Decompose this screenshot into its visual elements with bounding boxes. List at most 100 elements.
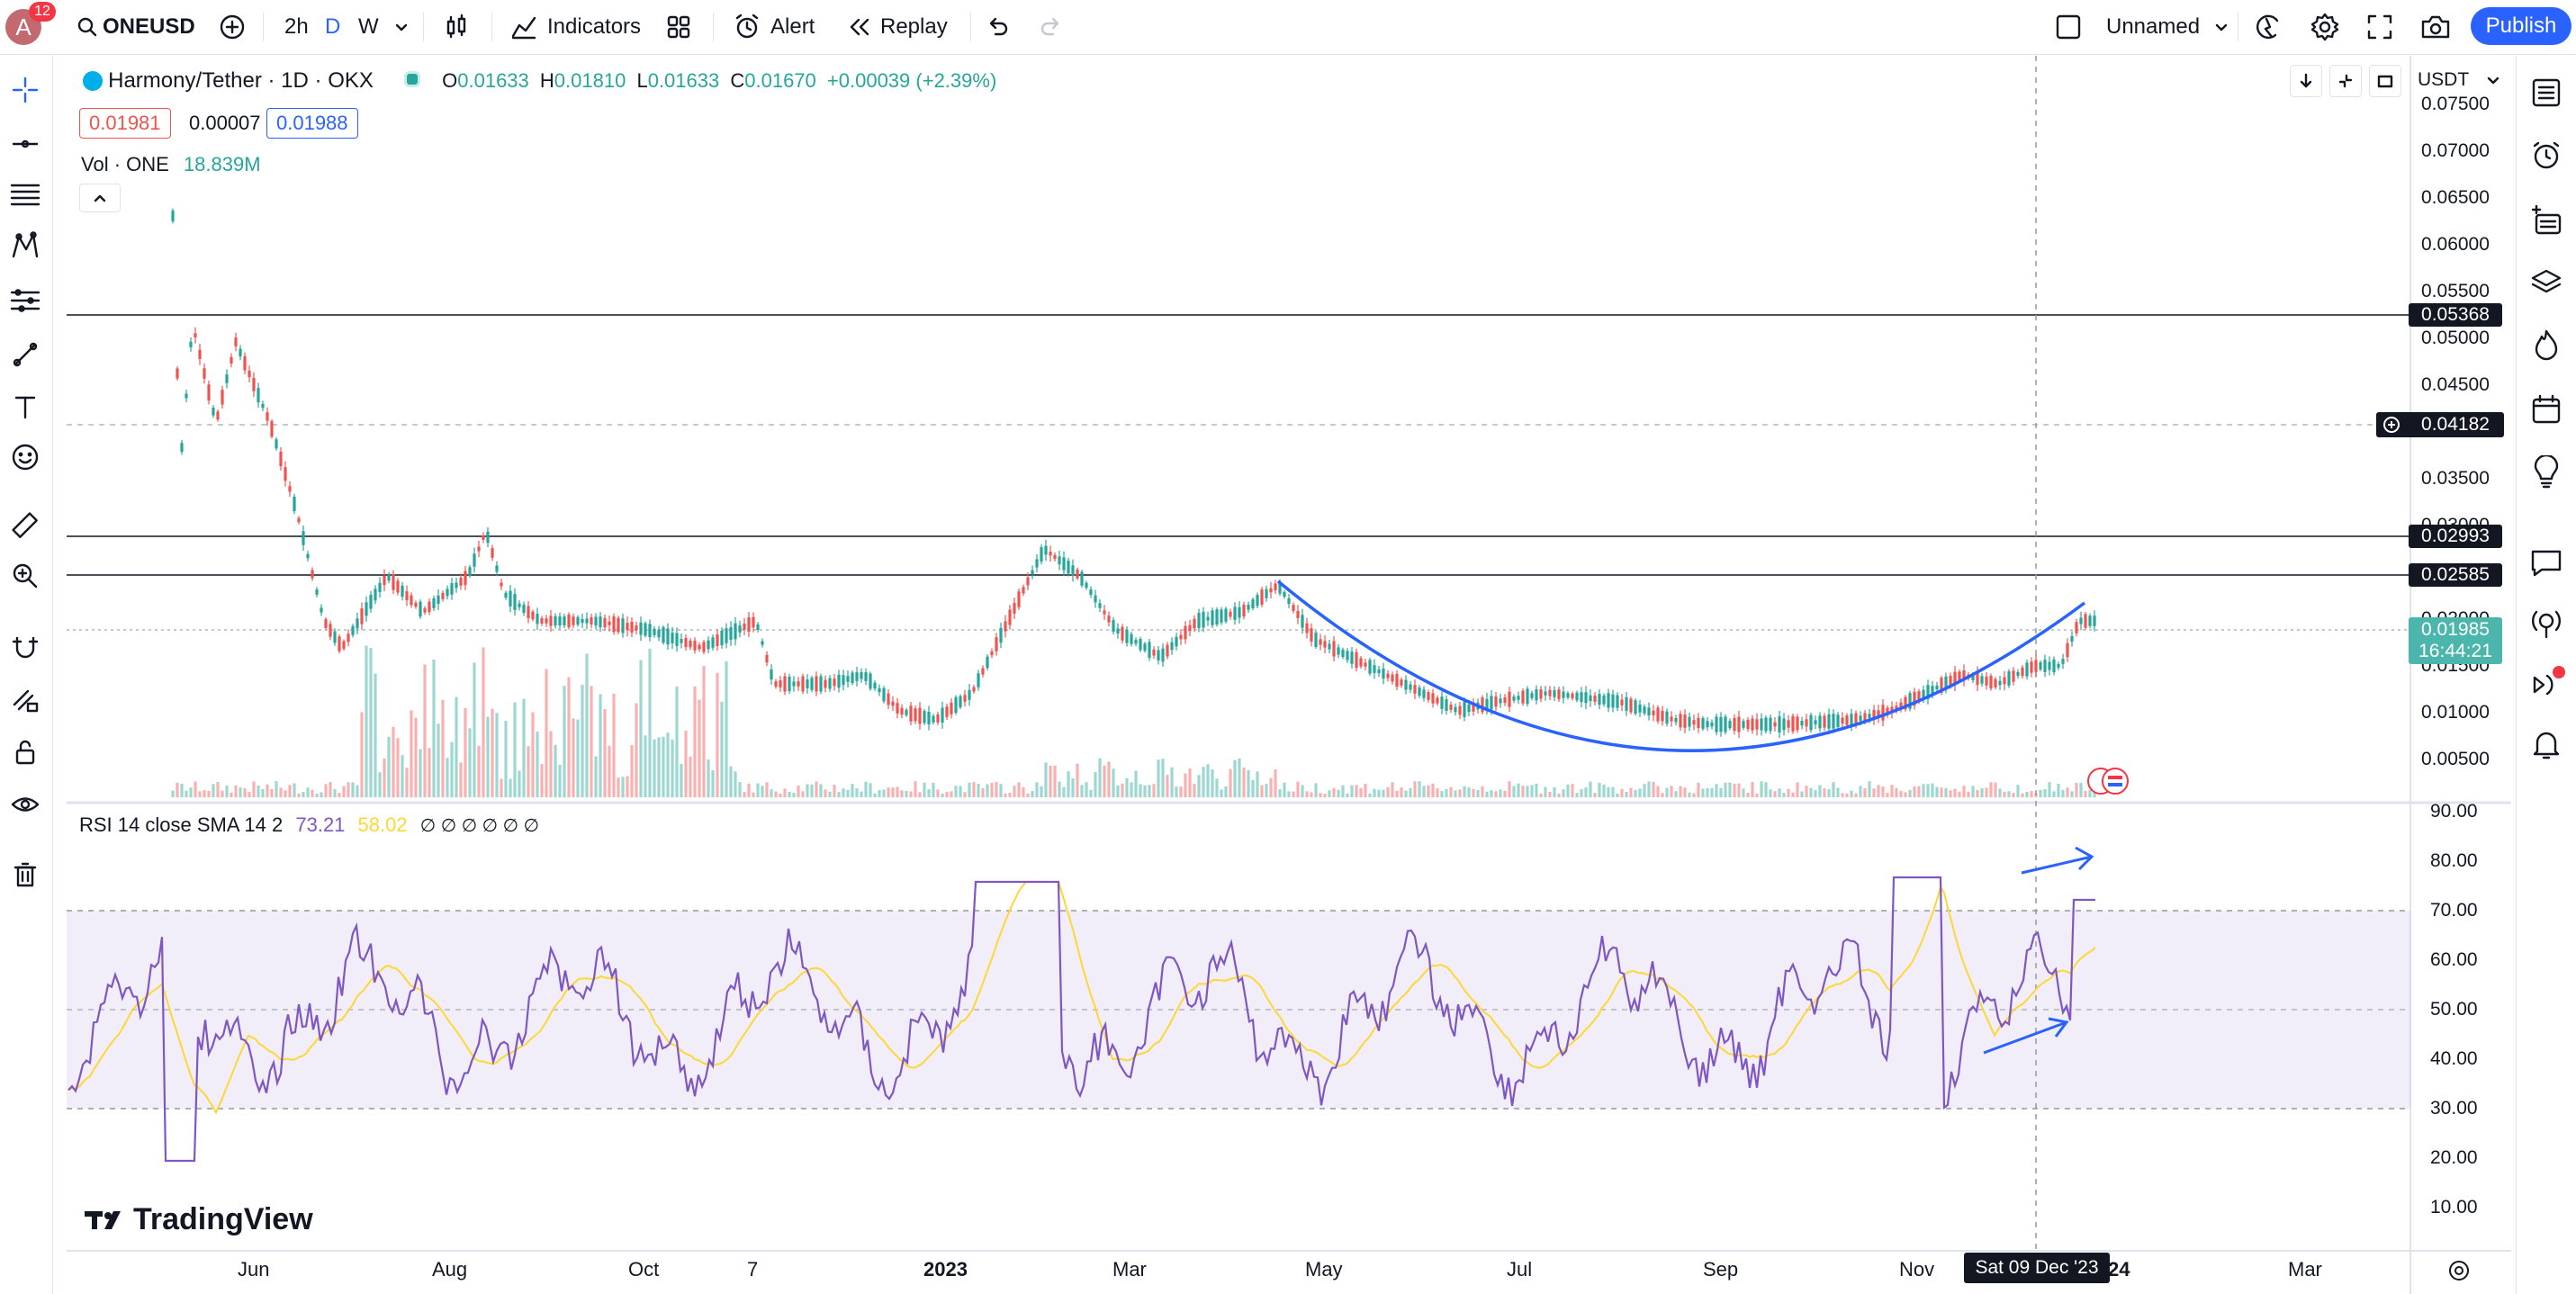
candle-body bbox=[1148, 642, 1151, 659]
volume-legend[interactable]: Vol · ONE 18.839M bbox=[81, 153, 261, 176]
volume-bar bbox=[1953, 788, 1957, 797]
collapse-pane-button[interactable] bbox=[2329, 65, 2362, 97]
rsi-divergence-arrow-bottom[interactable] bbox=[1983, 1017, 2069, 1055]
fib-tool[interactable] bbox=[5, 175, 45, 214]
crosshair-tool[interactable] bbox=[5, 70, 45, 110]
volume-bar bbox=[1485, 791, 1489, 797]
currency-selector[interactable]: USDT bbox=[2412, 65, 2506, 95]
redo-button[interactable] bbox=[1039, 9, 1064, 45]
magnet-tool[interactable] bbox=[5, 628, 45, 668]
candle-body bbox=[329, 624, 332, 637]
interval-dropdown[interactable] bbox=[392, 9, 410, 45]
volume-bar bbox=[657, 737, 661, 797]
ideas-button[interactable] bbox=[2526, 452, 2567, 493]
candle-body bbox=[1877, 710, 1880, 718]
streams-button[interactable] bbox=[2526, 603, 2567, 644]
indicators-button[interactable]: Indicators bbox=[509, 9, 641, 45]
hide-drawings-tool[interactable] bbox=[5, 785, 45, 824]
watchlist-button[interactable] bbox=[2526, 72, 2567, 113]
axis-settings-icon[interactable] bbox=[2446, 1258, 2472, 1283]
maximize-pane-button[interactable] bbox=[2369, 65, 2401, 97]
volume-bar bbox=[1071, 777, 1075, 797]
volume-bar bbox=[225, 785, 229, 797]
volume-bar bbox=[324, 784, 328, 797]
text-tool[interactable] bbox=[5, 387, 45, 427]
volume-bar bbox=[428, 748, 431, 797]
interval-w-button[interactable]: W bbox=[358, 14, 379, 39]
publish-button[interactable]: Publish bbox=[2471, 7, 2571, 45]
volume-bar bbox=[374, 673, 377, 797]
rsi-legend[interactable]: RSI 14 close SMA 14 2 73.21 58.02 ∅ ∅ ∅ … bbox=[79, 813, 539, 837]
chart-type-button[interactable] bbox=[443, 9, 470, 45]
chats-button[interactable] bbox=[2526, 542, 2567, 583]
fullscreen-button[interactable] bbox=[2365, 9, 2394, 45]
templates-button[interactable] bbox=[664, 9, 693, 45]
settings-button[interactable] bbox=[2310, 9, 2340, 45]
candle-body bbox=[302, 531, 305, 545]
volume-bar bbox=[2070, 791, 2074, 797]
candle-body bbox=[914, 708, 917, 722]
ruler-tool[interactable] bbox=[5, 506, 45, 545]
buy-price-button[interactable]: 0.01988 bbox=[266, 108, 358, 139]
volume-bar bbox=[365, 645, 368, 797]
user-avatar[interactable]: A 12 bbox=[5, 2, 56, 47]
volume-bar bbox=[207, 790, 211, 797]
brush-tool[interactable] bbox=[5, 335, 45, 374]
interval-d-button[interactable]: D bbox=[325, 14, 341, 39]
emoji-tool[interactable] bbox=[5, 437, 45, 477]
symbol-search-button[interactable]: ONEUSD bbox=[76, 9, 195, 45]
hotlists-button[interactable] bbox=[2526, 324, 2567, 365]
rsi-divergence-arrow-top[interactable] bbox=[2021, 846, 2094, 875]
remove-drawings-tool[interactable] bbox=[5, 855, 45, 894]
signals-button[interactable] bbox=[2526, 664, 2567, 705]
lock-drawings-tool[interactable] bbox=[5, 732, 45, 772]
candle-body bbox=[288, 486, 292, 492]
compare-symbol-button[interactable] bbox=[214, 9, 250, 45]
notifications-button[interactable] bbox=[2526, 723, 2567, 765]
us-flag-event-icon[interactable] bbox=[2102, 768, 2129, 795]
sell-price-button[interactable]: 0.01981 bbox=[79, 108, 171, 139]
replay-button[interactable]: Replay bbox=[846, 9, 948, 45]
candle-body bbox=[936, 714, 940, 723]
stay-drawing-tool[interactable] bbox=[5, 680, 45, 720]
candle-body bbox=[1827, 714, 1831, 729]
move-pane-down-button[interactable] bbox=[2290, 65, 2322, 97]
candle-body bbox=[707, 640, 710, 650]
tradingview-logo[interactable]: TradingView bbox=[85, 1202, 313, 1237]
alert-button[interactable]: Alert bbox=[733, 9, 815, 45]
calendar-button[interactable] bbox=[2526, 389, 2567, 430]
candle-body bbox=[500, 582, 503, 587]
flag-stripe bbox=[2108, 783, 2122, 786]
volume-bar bbox=[473, 662, 476, 797]
collapse-legend-button[interactable] bbox=[79, 184, 121, 212]
object-tree-button[interactable] bbox=[2526, 200, 2567, 241]
layers-button[interactable] bbox=[2526, 263, 2567, 304]
spread-value: 0.00007 bbox=[189, 112, 261, 134]
volume-bar bbox=[1814, 790, 1817, 797]
symbol-legend[interactable]: Harmony/Tether · 1D · OKX O0.01633 H0.01… bbox=[83, 68, 996, 94]
snapshot-button[interactable] bbox=[2419, 9, 2452, 45]
volume-bar bbox=[198, 791, 202, 797]
cup-curve-drawing[interactable] bbox=[1276, 580, 2086, 752]
forecast-tool[interactable] bbox=[5, 281, 45, 320]
candle-body bbox=[450, 583, 454, 595]
logo-text: TradingView bbox=[133, 1202, 313, 1236]
candle-body bbox=[851, 672, 854, 684]
volume-bars bbox=[171, 645, 2096, 797]
volume-bar bbox=[540, 764, 544, 797]
candle-body bbox=[1310, 628, 1313, 642]
layout-button[interactable]: Unnamed bbox=[2054, 9, 2230, 45]
zoom-tool[interactable] bbox=[5, 556, 45, 596]
volume-bar bbox=[2075, 782, 2078, 797]
pattern-tool[interactable] bbox=[5, 227, 45, 266]
candle-body bbox=[1796, 716, 1799, 731]
interval-2h-button[interactable]: 2h bbox=[284, 14, 309, 39]
add-alert-icon[interactable] bbox=[2382, 415, 2401, 435]
volume-bar bbox=[1940, 787, 1943, 797]
alerts-panel-button[interactable] bbox=[2526, 135, 2567, 176]
quick-search-button[interactable] bbox=[2254, 9, 2284, 45]
undo-button[interactable] bbox=[985, 9, 1010, 45]
trend-line-tool[interactable] bbox=[5, 124, 45, 164]
volume-bar bbox=[1337, 789, 1340, 797]
